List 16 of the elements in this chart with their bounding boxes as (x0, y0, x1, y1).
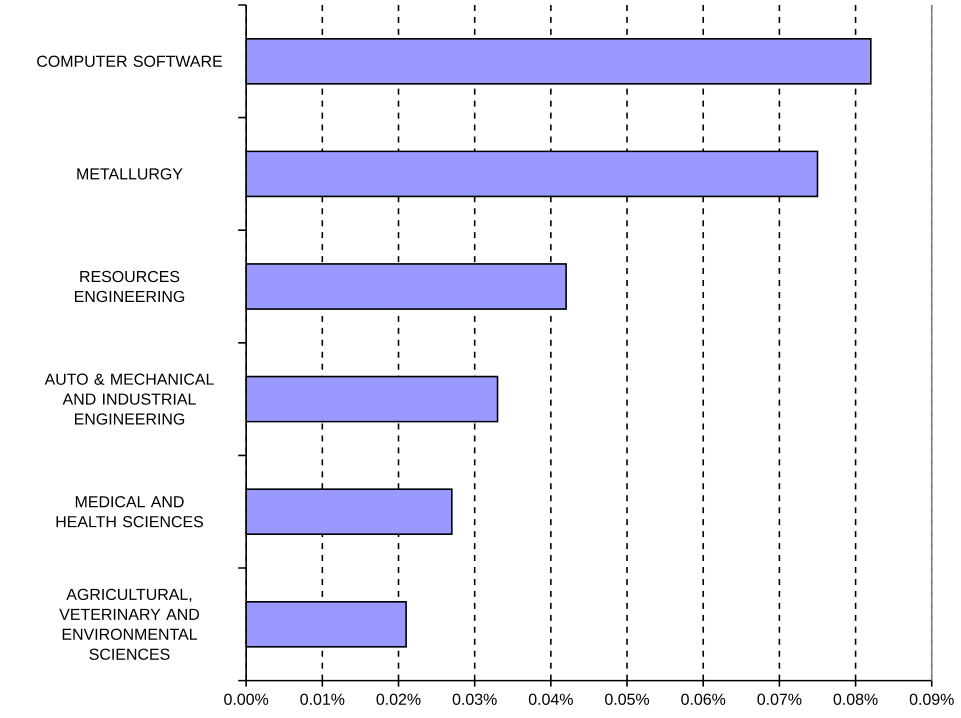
x-tick-label: 0.02% (376, 693, 421, 705)
x-tick-label: 0.07% (757, 693, 802, 705)
x-tick-label: 0.09% (910, 693, 954, 705)
y-tick-label: COMPUTER SOFTWARE (37, 55, 222, 67)
y-tick-label: MEDICAL AND HEALTH SCIENCES (56, 496, 204, 528)
x-tick-label: 0.08% (834, 693, 878, 705)
x-tick-label: 0.03% (452, 693, 497, 705)
y-tick-label: AUTO & MECHANICAL AND INDUSTRIAL ENGINEERING (44, 373, 214, 424)
y-tick-label: RESOURCES ENGINEERING (74, 270, 184, 302)
x-tick-label: 0.00% (224, 693, 268, 705)
x-tick-label: 0.05% (605, 693, 650, 705)
y-tick-label: AGRICULTURAL, VETERINARY AND ENVIRONMENTAL SCIENCES (59, 588, 200, 660)
x-tick-label: 0.04% (528, 693, 573, 705)
y-tick-label: METALLURGY (77, 168, 183, 180)
x-tick-label: 0.06% (681, 693, 726, 705)
x-tick-label: 0.01% (300, 693, 344, 705)
